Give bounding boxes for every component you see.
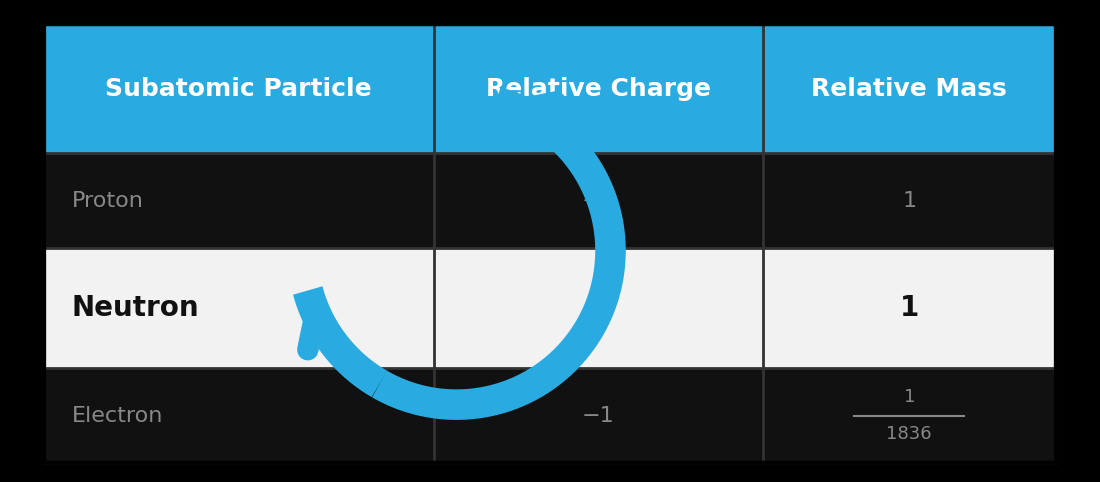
- Text: Neutron: Neutron: [72, 294, 199, 322]
- Bar: [762, 248, 1056, 368]
- Text: 1: 1: [903, 388, 915, 406]
- Text: 1: 1: [902, 191, 916, 211]
- Bar: [433, 153, 762, 248]
- Text: Subatomic Particle: Subatomic Particle: [106, 77, 372, 101]
- Text: 1: 1: [900, 294, 918, 322]
- Text: Relative Mass: Relative Mass: [812, 77, 1008, 101]
- Text: Proton: Proton: [72, 191, 143, 211]
- Bar: [44, 153, 433, 248]
- Bar: [762, 24, 1056, 153]
- Text: Relative Charge: Relative Charge: [485, 77, 711, 101]
- Bar: [433, 248, 762, 368]
- Bar: [433, 24, 762, 153]
- Text: 1836: 1836: [887, 425, 932, 443]
- Bar: [762, 368, 1056, 463]
- Bar: [762, 153, 1056, 248]
- Bar: [44, 368, 433, 463]
- Text: Electron: Electron: [72, 405, 163, 426]
- Bar: [44, 24, 433, 153]
- Bar: [433, 368, 762, 463]
- Bar: [44, 248, 433, 368]
- Text: 0: 0: [588, 294, 608, 322]
- Text: −1: −1: [582, 405, 615, 426]
- Text: +1: +1: [582, 191, 615, 211]
